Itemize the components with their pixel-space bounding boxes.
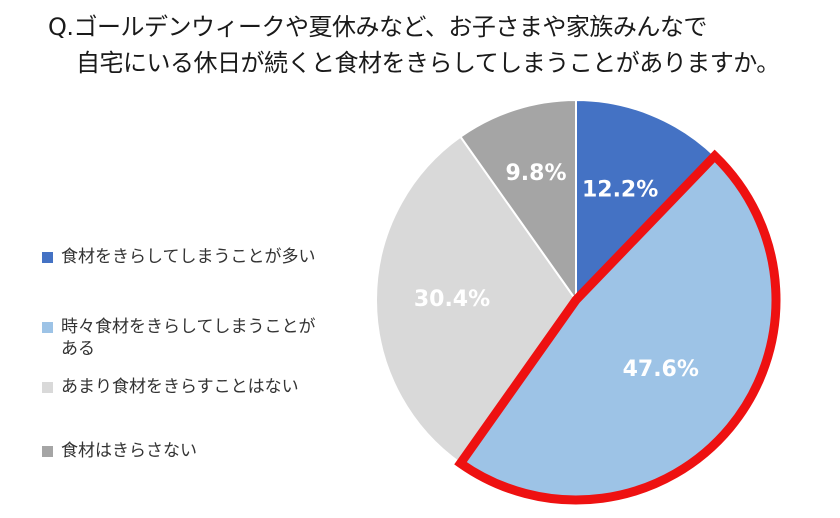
legend-swatch-never <box>42 446 53 457</box>
legend-label-rarely-line1: あまり食材をきらすことはない <box>61 377 299 397</box>
legend-swatch-often <box>42 252 53 263</box>
legend-label-sometimes-line1: 時々食材をきらしてしまうことが <box>61 317 316 337</box>
legend-item-rarely: あまり食材をきらすことはない <box>42 376 361 398</box>
legend-label-never-line1: 食材はきらさない <box>61 441 197 461</box>
slice-rarely <box>375 135 578 465</box>
slice-often <box>575 98 717 303</box>
legend-item-often: 食材をきらしてしまうことが多い <box>42 246 361 268</box>
legend-label-often-line1: 食材をきらしてしまうことが多い <box>61 247 316 267</box>
legend-item-sometimes: 時々食材をきらしてしまうことが ある <box>42 316 361 360</box>
value-label-sometimes: 47.6% <box>623 357 699 382</box>
value-label-often: 12.2% <box>582 178 658 203</box>
legend-swatch-sometimes <box>42 322 53 333</box>
chart-title-line-2: 自宅にいる休日が続くと食材をきらしてしまうことがありますか。 <box>76 49 780 77</box>
legend-label-sometimes-line2: ある <box>61 339 95 359</box>
legend-label-rarely: あまり食材をきらすことはない <box>61 376 361 398</box>
highlight-outline <box>454 149 781 505</box>
chart-title-line-1: Q.ゴールデンウィークや夏休みなど、お子さまや家族みんなで <box>48 13 707 41</box>
legend-swatch-rarely <box>42 382 53 393</box>
legend-label-sometimes: 時々食材をきらしてしまうことが ある <box>61 316 361 360</box>
value-label-rarely: 30.4% <box>414 287 490 312</box>
legend-label-often: 食材をきらしてしまうことが多い <box>61 246 361 268</box>
legend-label-never: 食材はきらさない <box>61 440 361 462</box>
value-label-never: 9.8% <box>505 161 566 186</box>
slice-never <box>459 98 577 304</box>
legend-item-never: 食材はきらさない <box>42 440 361 462</box>
